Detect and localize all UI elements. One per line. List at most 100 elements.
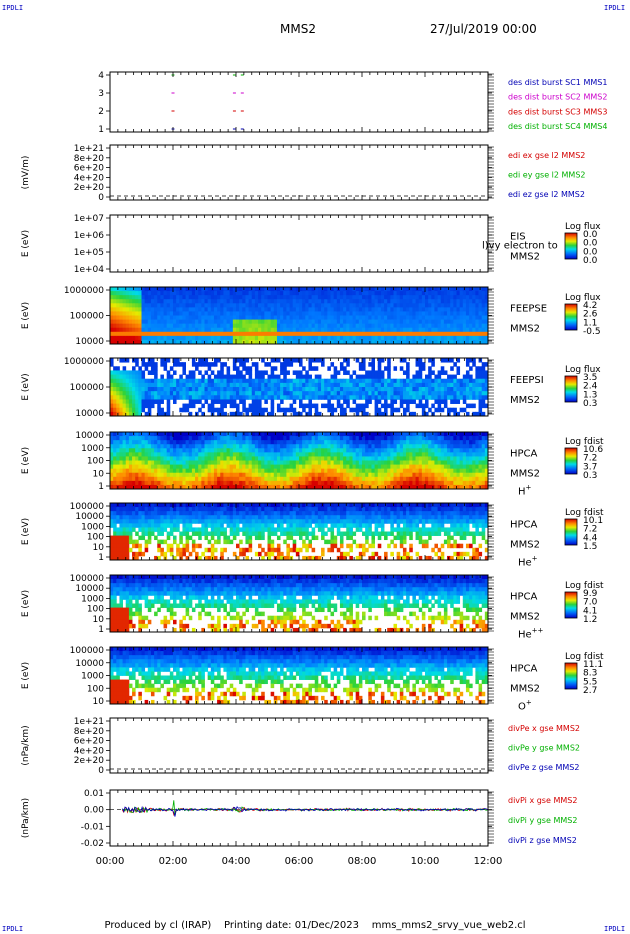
spectrogram-cell: [358, 432, 363, 437]
spectrogram-cell: [396, 480, 401, 486]
spectrogram-cell: [469, 287, 473, 292]
spectrogram-cell: [484, 335, 489, 341]
spectrogram-cell: [327, 448, 331, 453]
spectrogram-cell: [302, 407, 306, 413]
spectrogram-cell: [333, 460, 338, 465]
spectrogram-cell: [173, 362, 177, 367]
spectrogram-cell: [462, 378, 467, 384]
spectrogram-cell: [258, 440, 262, 445]
spectrogram-cell: [160, 432, 164, 437]
spectrogram-cell: [295, 378, 300, 384]
spectrogram-cell: [421, 476, 426, 482]
spectrogram-cell: [254, 382, 259, 388]
spectrogram-cell: [368, 472, 372, 478]
spectrogram-cell: [160, 315, 164, 320]
spectrogram-cell: [431, 387, 435, 392]
spectrogram-cell: [144, 472, 149, 478]
spectrogram-cell: [176, 456, 180, 461]
spectrogram-cell: [330, 448, 335, 453]
spectrogram-cell: [141, 391, 146, 396]
spectrogram-cell: [229, 460, 234, 465]
spectrogram-cell: [113, 323, 117, 329]
spectrogram-cell: [443, 358, 448, 363]
spectrogram-cell: [409, 323, 413, 329]
spectrogram-cell: [173, 319, 177, 325]
spectrogram-cell: [176, 315, 180, 320]
spectrogram-cell: [169, 452, 174, 457]
spectrogram-cell: [147, 323, 152, 329]
spectrogram-cell: [295, 319, 300, 325]
spectrogram-cell: [213, 331, 218, 337]
spectrogram-cell: [362, 468, 366, 474]
spectrogram-cell: [160, 480, 164, 486]
spectrogram-cell: [144, 387, 149, 392]
spectrogram-cell: [362, 448, 366, 453]
spectrogram-cell: [261, 291, 265, 296]
spectrogram-cell: [157, 399, 161, 404]
spectrogram-cell: [406, 374, 410, 380]
spectrogram-cell: [163, 440, 168, 445]
spectrogram-cell: [339, 395, 344, 400]
spectrogram-cell: [261, 307, 265, 312]
spectrogram-cell: [173, 399, 177, 404]
spectrogram-cell: [226, 440, 231, 445]
spectrogram-cell: [365, 395, 369, 400]
spectrogram-cell: [163, 335, 168, 341]
spectrogram-cell: [128, 444, 133, 449]
spectrogram-cell: [169, 374, 174, 380]
spectrogram-cell: [311, 476, 316, 482]
spectrogram-cell: [283, 411, 287, 417]
spectrogram-cell: [289, 378, 294, 384]
spectrogram-cell: [119, 287, 123, 292]
spectrogram-cell: [245, 387, 249, 392]
spectrogram-cell: [396, 452, 401, 457]
spectrogram-cell: [390, 291, 394, 296]
spectrogram-cell: [182, 387, 186, 392]
spectrogram-cell: [425, 403, 429, 409]
spectrogram-cell: [327, 452, 331, 457]
spectrogram-cell: [147, 291, 152, 296]
spectrogram-cell: [254, 484, 259, 490]
spectrogram-cell: [273, 472, 278, 478]
spectrogram-cell: [122, 382, 127, 388]
spectrogram-cell: [217, 331, 221, 337]
spectrogram-cell: [333, 374, 338, 380]
spectrogram-cell: [434, 391, 438, 396]
spectrogram-cell: [346, 307, 350, 312]
spectrogram-cell: [166, 407, 171, 413]
spectrogram-cell: [431, 395, 435, 400]
spectrogram-cell: [157, 315, 161, 320]
spectrogram-cell: [179, 472, 183, 478]
spectrogram-cell: [245, 307, 249, 312]
spectrogram-cell: [110, 403, 114, 409]
spectrogram-cell: [365, 484, 369, 490]
spectrogram-cell: [418, 335, 423, 341]
spectrogram-cell: [258, 295, 262, 300]
spectrogram-cell: [371, 362, 375, 367]
spectrogram-cell: [324, 331, 328, 337]
spectrogram-cell: [478, 331, 483, 337]
spectrogram-cell: [220, 295, 224, 300]
spectrogram-cell: [276, 448, 281, 453]
spectrogram-cell: [478, 391, 483, 396]
spectrogram-cell: [150, 395, 155, 400]
spectrogram-cell: [377, 407, 382, 413]
spectrogram-cell: [352, 472, 357, 478]
spectrogram-cell: [374, 476, 379, 482]
spectrogram-cell: [141, 448, 146, 453]
spectrogram-cell: [462, 311, 467, 316]
spectrogram-cell: [402, 391, 407, 396]
spectrogram-cell: [217, 464, 221, 470]
spectrogram-cell: [254, 452, 259, 457]
spectrogram-cell: [374, 444, 379, 449]
spectrogram-cell: [421, 362, 426, 367]
spectrogram-cell: [135, 287, 139, 292]
spectrogram-cell: [481, 399, 486, 404]
spectrogram-cell: [223, 382, 227, 388]
spectrogram-cell: [399, 323, 404, 329]
spectrogram-cell: [437, 399, 442, 404]
spectrogram-cell: [110, 399, 114, 404]
spectrogram-cell: [437, 382, 442, 388]
